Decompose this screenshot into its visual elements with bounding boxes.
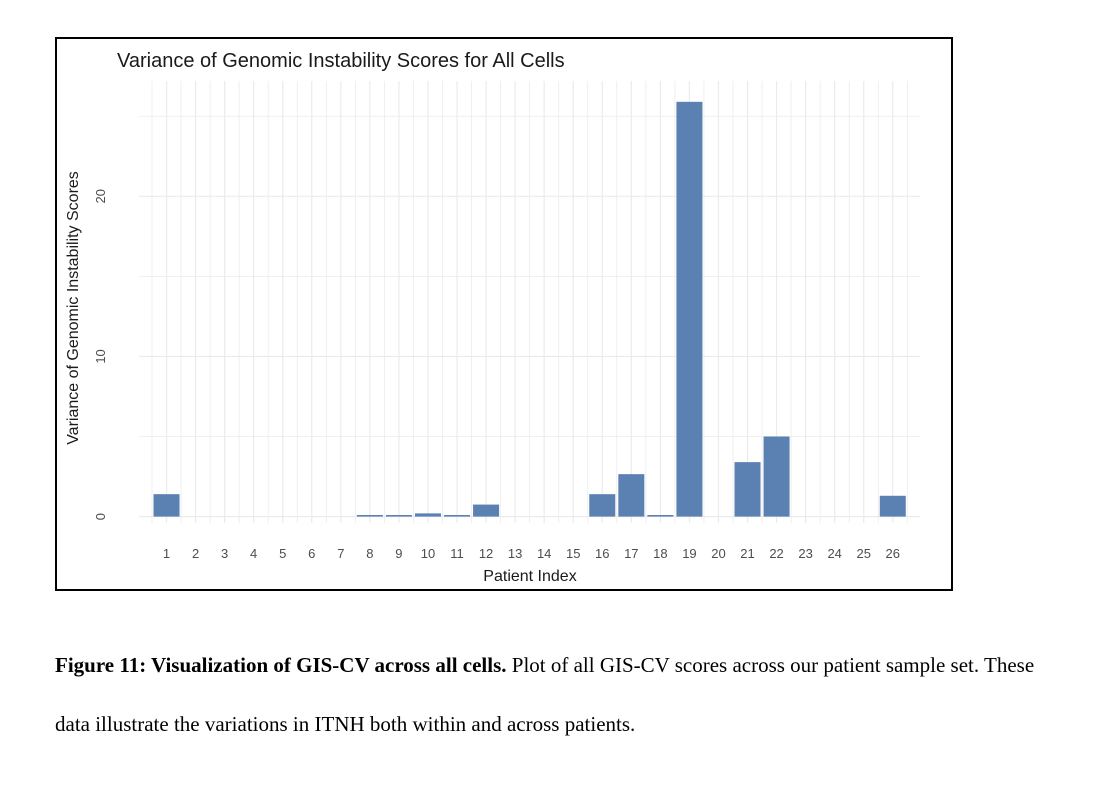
- x-tick-label: 8: [366, 546, 373, 561]
- x-tick-label: 20: [711, 546, 725, 561]
- x-tick-label: 14: [537, 546, 551, 561]
- x-tick-label: 19: [682, 546, 696, 561]
- x-tick-label: 22: [769, 546, 783, 561]
- x-tick-label: 4: [250, 546, 257, 561]
- chart-frame: 0 10 20 1 2 3 4 5 6 7 8 9 10 11 12 13 14 15 16 17 18 19 20 21 2…: [55, 37, 953, 591]
- bar-patient-26: [879, 495, 906, 517]
- x-tick-label: 24: [827, 546, 841, 561]
- x-tick-label: 16: [595, 546, 609, 561]
- bar-patient-16: [589, 494, 616, 517]
- x-tick-label: 17: [624, 546, 638, 561]
- bar-patient-8: [356, 514, 383, 517]
- y-tick-label: 10: [93, 349, 108, 363]
- x-tick-label: 5: [279, 546, 286, 561]
- x-tick-label: 26: [886, 546, 900, 561]
- x-tick-label: 9: [395, 546, 402, 561]
- x-axis-label: Patient Index: [483, 568, 576, 585]
- caption-text: Plot of all GIS-CV scores across our pat…: [55, 653, 1035, 736]
- x-tick-label: 2: [192, 546, 199, 561]
- x-tick-label: 15: [566, 546, 580, 561]
- caption-title: Figure 11: Visualization of GIS-CV acros…: [55, 653, 507, 677]
- bar-patient-19: [676, 101, 703, 517]
- x-tick-label: 1: [163, 546, 170, 561]
- x-tick-label: 11: [450, 546, 464, 561]
- bar-patient-21: [734, 462, 761, 517]
- bar-patient-12: [473, 504, 500, 517]
- bar-patient-22: [763, 436, 790, 517]
- x-tick-label: 10: [421, 546, 435, 561]
- bar-patient-9: [385, 514, 412, 517]
- x-tick-label: 18: [653, 546, 667, 561]
- bar-patient-17: [618, 474, 645, 517]
- bar-patient-1: [153, 494, 180, 517]
- chart-title: Variance of Genomic Instability Scores f…: [117, 50, 565, 72]
- x-tick-label: 23: [798, 546, 812, 561]
- y-tick-label: 0: [93, 513, 108, 520]
- x-tick-label: 6: [308, 546, 315, 561]
- x-tick-label: 13: [508, 546, 522, 561]
- figure-caption: Figure 11: Visualization of GIS-CV acros…: [55, 636, 1065, 754]
- y-tick-labels: 0 10 20: [93, 189, 108, 520]
- y-axis-label: Variance of Genomic Instability Scores: [65, 171, 82, 445]
- bar-patient-10: [414, 513, 441, 517]
- x-tick-label: 7: [337, 546, 344, 561]
- x-tick-label: 21: [740, 546, 754, 561]
- bars: [153, 101, 906, 517]
- x-tick-label: 25: [856, 546, 870, 561]
- x-tick-labels: 1 2 3 4 5 6 7 8 9 10 11 12 13 14 15 16 17 18 19 20 21 22 23 24 2…: [163, 546, 900, 561]
- x-tick-label: 3: [221, 546, 228, 561]
- bar-patient-11: [444, 514, 471, 517]
- gridlines: [139, 81, 920, 523]
- y-tick-label: 20: [93, 189, 108, 203]
- bar-patient-18: [647, 514, 674, 517]
- x-tick-label: 12: [479, 546, 493, 561]
